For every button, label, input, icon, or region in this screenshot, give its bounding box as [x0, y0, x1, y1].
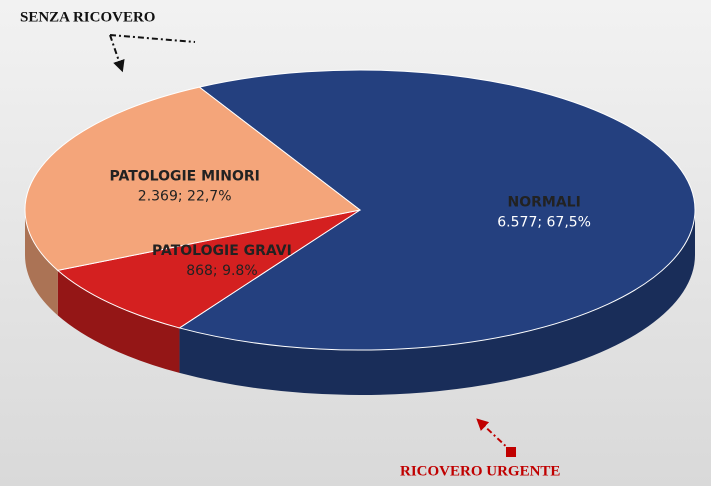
annotation: SENZA RICOVERO: [20, 9, 155, 25]
slice-side: [57, 270, 180, 373]
value-label: 6.577; 67,5%: [497, 215, 591, 231]
annotation-arrow: [109, 34, 196, 70]
slice-side: [25, 210, 58, 316]
slice-label: NORMALI: [507, 195, 580, 211]
annotation-marker: [506, 447, 516, 457]
annotation-arrow: [476, 418, 513, 453]
slice: [56, 209, 361, 329]
slice: [178, 69, 696, 351]
value-label: 868; 9.8%: [186, 263, 257, 279]
pie: [24, 69, 696, 395]
slice: [24, 86, 362, 271]
annotation: RICOVERO URGENTE: [400, 463, 560, 479]
slice-label: PATOLOGIE MINORI: [109, 168, 259, 184]
slice-label: PATOLOGIE GRAVI: [152, 243, 292, 259]
value-label: 2.369; 22,7%: [138, 188, 232, 204]
